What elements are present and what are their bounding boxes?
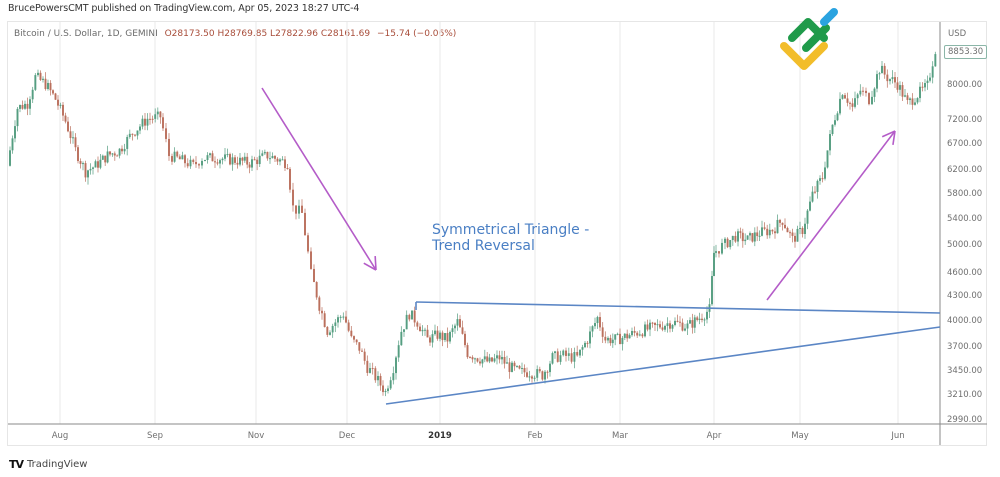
time-tick-label: Mar [611,431,629,441]
time-tick-label: Jun [891,431,905,441]
price-tick-label: 5000.00 [947,240,983,250]
price-tick-label: 5800.00 [947,189,983,199]
annotation-line-1: Symmetrical Triangle - [432,222,590,238]
price-tick-label: 6700.00 [947,139,983,149]
price-tick-label: 8000.00 [947,80,983,90]
publisher-line: BrucePowersCMT published on TradingView.… [8,3,360,14]
price-tick-label: 2990.00 [947,415,983,425]
last-price-tag: 8853.30 [944,45,988,59]
currency-label: USD [948,29,967,39]
annotation-line-2: Trend Reversal [432,238,535,254]
symbol-label: Bitcoin / U.S. Dollar, 1D, GEMINI [14,29,158,39]
price-tick-label: 4300.00 [947,291,983,301]
price-tick-label: 7200.00 [947,115,983,125]
ohlc-values: O28173.50 H28769.85 L27822.96 C28161.69 [164,29,371,39]
time-tick-label: Apr [706,431,722,441]
chart-legend: Bitcoin / U.S. Dollar, 1D, GEMINI O28173… [14,29,456,39]
time-tick-label: Sep [146,431,164,441]
price-tick-label: 4000.00 [947,316,983,326]
tradingview-wordmark: TradingView [27,459,88,470]
price-tick-label: 6200.00 [947,165,983,175]
time-tick-label: Dec [338,431,356,441]
price-tick-label: 3450.00 [947,366,983,376]
tradingview-mark-icon: TV [9,458,24,471]
time-tick-label: May [791,431,809,441]
price-tick-label: 5400.00 [947,214,983,224]
price-tick-label: 3700.00 [947,342,983,352]
brand-logo-icon [780,8,838,70]
time-tick-label: Feb [527,431,543,441]
time-tick-label: Nov [247,431,265,441]
time-tick-label: 2019 [428,431,452,441]
price-tick-label: 3210.00 [947,390,983,400]
price-change: −15.74 (−0.06%) [376,29,457,39]
price-tick-label: 4600.00 [947,268,983,278]
pattern-annotation: Symmetrical Triangle - Trend Reversal [432,222,589,254]
tradingview-logo[interactable]: TV TradingView [9,458,87,471]
chart-frame [7,21,987,446]
time-tick-label: Aug [51,431,69,441]
